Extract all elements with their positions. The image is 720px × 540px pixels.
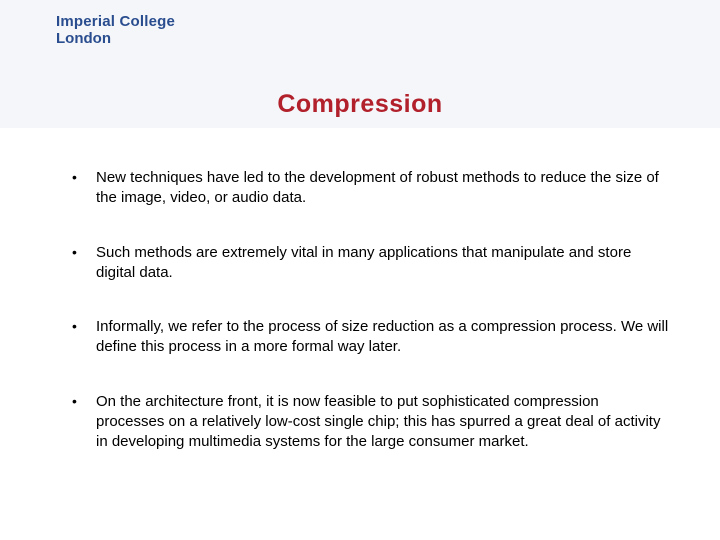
slide-body: New techniques have led to the developme… [0,128,720,452]
header-band: Imperial College London Compression [0,0,720,128]
bullet-list: New techniques have led to the developme… [70,168,670,452]
logo-line-2: London [56,31,175,48]
bullet-item: Informally, we refer to the process of s… [70,317,670,358]
logo-line-1: Imperial College [56,14,175,31]
bullet-item: Such methods are extremely vital in many… [70,243,670,284]
bullet-item: On the architecture front, it is now fea… [70,392,670,453]
bullet-item: New techniques have led to the developme… [70,168,670,209]
institution-logo: Imperial College London [56,14,175,47]
slide-title: Compression [0,90,720,119]
